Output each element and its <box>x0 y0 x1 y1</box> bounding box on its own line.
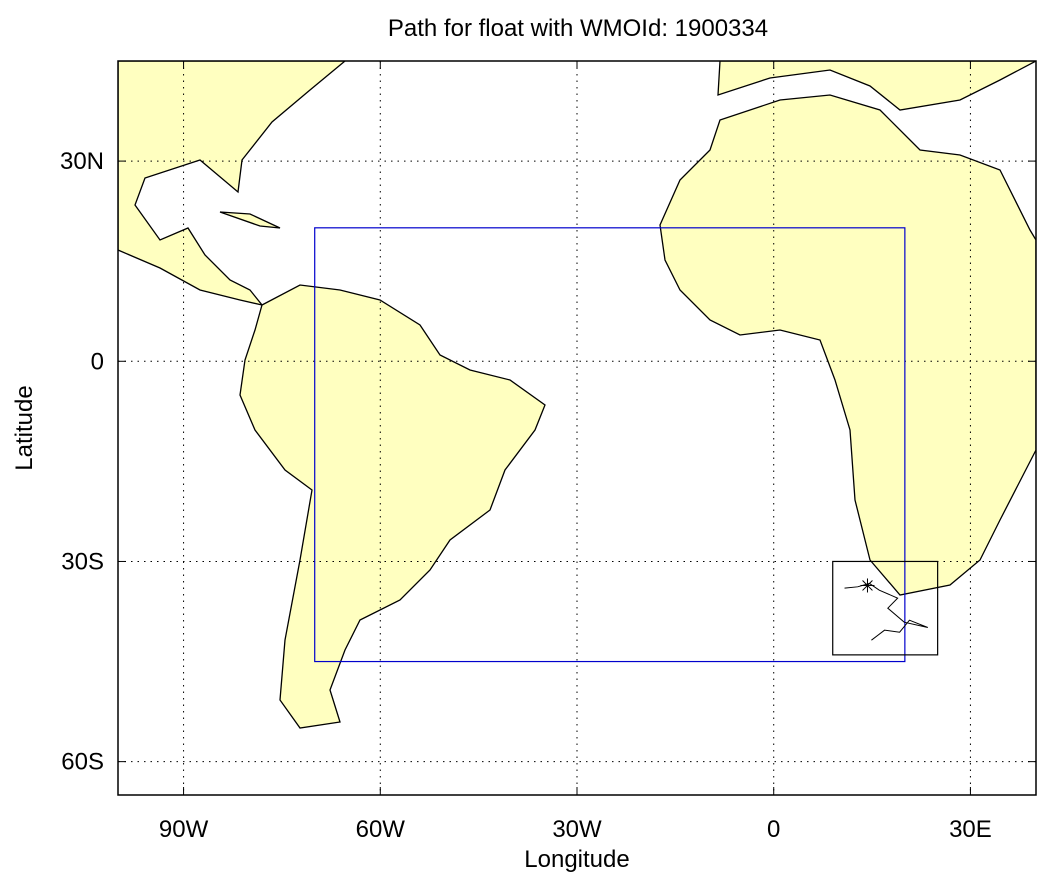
y-tick-label: 30S <box>61 548 104 575</box>
plot-frame <box>117 60 1037 796</box>
south-america <box>239 284 546 729</box>
x-axis-label: Longitude <box>524 846 629 873</box>
x-tick-label: 90W <box>159 816 209 843</box>
start-marker-stroke <box>862 580 873 591</box>
x-tick-label: 30W <box>552 816 602 843</box>
europe <box>717 61 1036 111</box>
x-tick-label: 30E <box>949 816 992 843</box>
y-tick-label: 30N <box>60 148 104 175</box>
coastlines <box>118 61 1036 729</box>
chart-title: Path for float with WMOId: 1900334 <box>388 15 768 42</box>
x-tick-label: 60W <box>356 816 406 843</box>
africa <box>659 94 1036 596</box>
map-layer: 90W 60W 30W 0 30E 60S 30S 0 30N <box>60 61 1036 843</box>
region-box <box>832 560 939 656</box>
cuba <box>219 211 281 229</box>
y-tick-label: 60S <box>61 749 104 776</box>
y-tick-label: 0 <box>91 348 104 375</box>
americas-north <box>118 61 347 307</box>
region-box <box>314 227 906 663</box>
y-axis-label: Latitude <box>11 385 38 470</box>
x-tick-label: 0 <box>767 816 780 843</box>
start-marker <box>860 578 875 593</box>
